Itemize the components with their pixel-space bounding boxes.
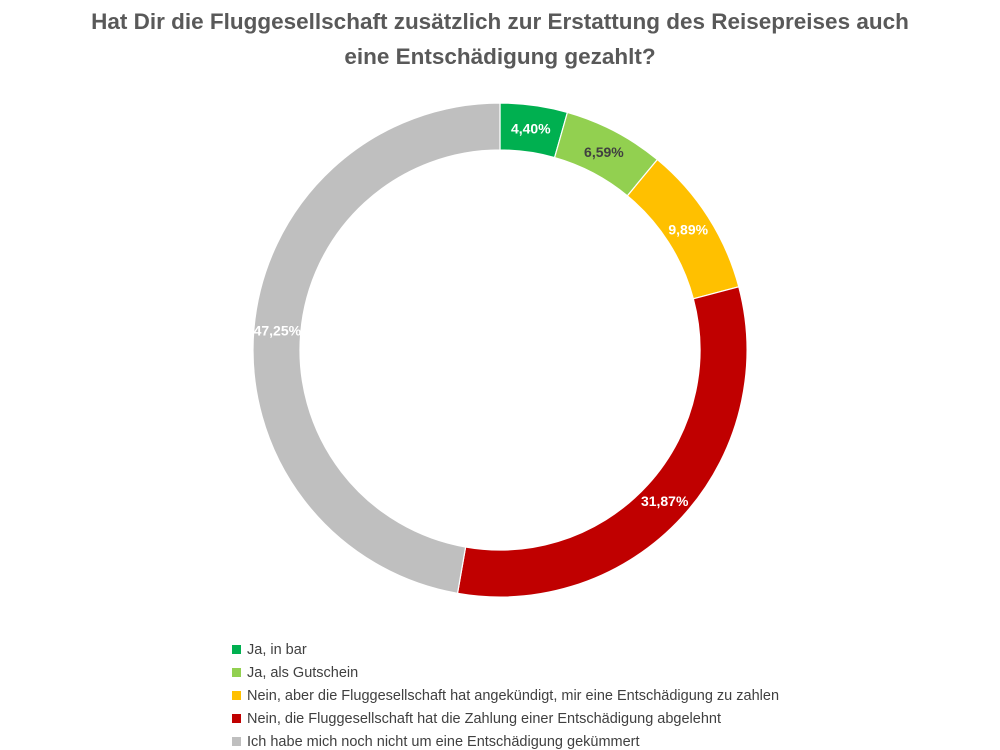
legend-label: Ja, als Gutschein xyxy=(247,664,359,681)
legend-swatch xyxy=(232,668,241,677)
data-label-ja-in-bar: 4,40% xyxy=(511,121,551,137)
data-label-ich-habe-mich-noch-nicht-um-eine-entscha: 47,25% xyxy=(254,323,302,339)
legend-swatch xyxy=(232,691,241,700)
legend-item-nein-aber-die-fluggesellschaft-hat-angek: Nein, aber die Fluggesellschaft hat ange… xyxy=(232,684,872,707)
legend-item-ja-als-gutschein: Ja, als Gutschein xyxy=(232,661,872,684)
chart-title-line-2: eine Entschädigung gezahlt? xyxy=(344,44,656,69)
data-label-nein-aber-die-fluggesellschaft-hat-angek: 9,89% xyxy=(668,221,708,237)
legend-item-nein-die-fluggesellschaft-hat-die-zahlun: Nein, die Fluggesellschaft hat die Zahlu… xyxy=(232,707,872,730)
legend-label: Nein, aber die Fluggesellschaft hat ange… xyxy=(247,687,780,704)
legend-label: Ich habe mich noch nicht um eine Entschä… xyxy=(247,733,640,750)
data-label-ja-als-gutschein: 6,59% xyxy=(584,144,624,160)
legend-label: Nein, die Fluggesellschaft hat die Zahlu… xyxy=(247,710,721,727)
legend-swatch xyxy=(232,737,241,746)
chart-title: Hat Dir die Fluggesellschaft zusätzlich … xyxy=(40,4,960,74)
legend-item-ich-habe-mich-noch-nicht-um-eine-entscha: Ich habe mich noch nicht um eine Entschä… xyxy=(232,730,872,750)
legend-item-ja-in-bar: Ja, in bar xyxy=(232,638,872,661)
donut-slice-nein-die-fluggesellschaft-hat-die-zahlun xyxy=(456,286,748,598)
legend-swatch xyxy=(232,714,241,723)
data-label-nein-die-fluggesellschaft-hat-die-zahlun: 31,87% xyxy=(641,493,689,509)
legend-swatch xyxy=(232,645,241,654)
donut-slice-ich-habe-mich-noch-nicht-um-eine-entscha xyxy=(252,102,501,595)
chart-title-line-1: Hat Dir die Fluggesellschaft zusätzlich … xyxy=(91,9,909,34)
legend-label: Ja, in bar xyxy=(247,641,307,658)
chart-legend: Ja, in bar Ja, als Gutschein Nein, aber di… xyxy=(232,638,872,750)
